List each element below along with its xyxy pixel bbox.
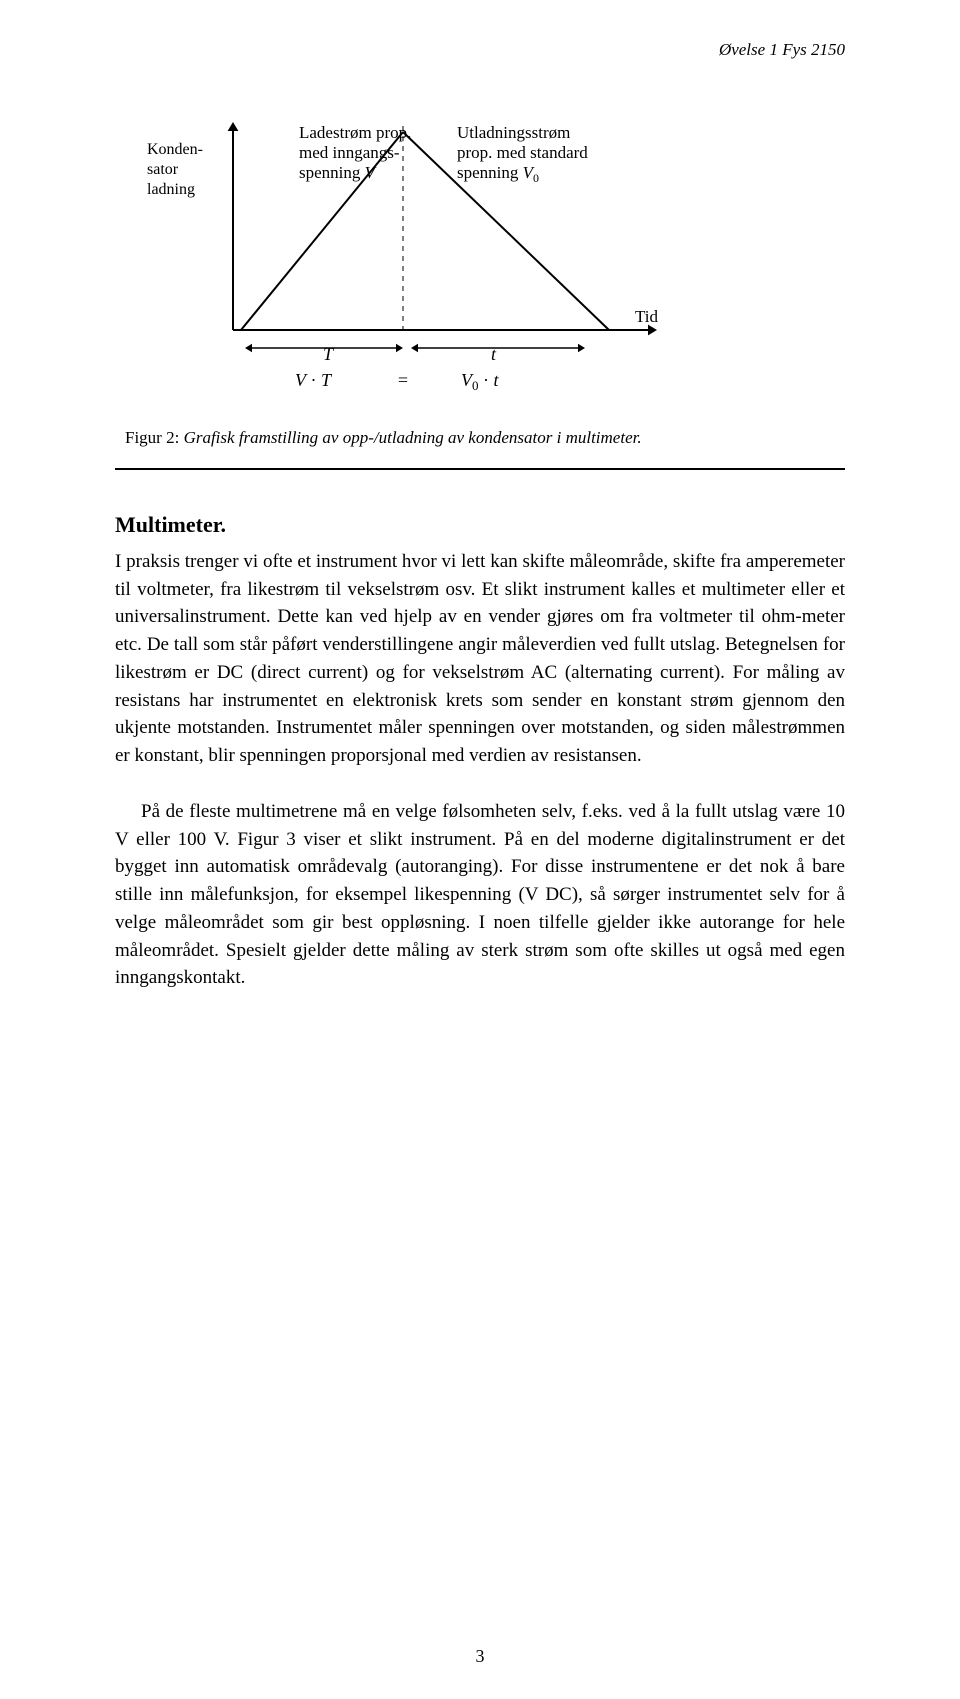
svg-text:Ladestrøm prop.: Ladestrøm prop. (299, 123, 411, 142)
section-title: Multimeter. (115, 512, 845, 538)
svg-text:V · T: V · T (295, 370, 333, 390)
paragraph-1: I praksis trenger vi ofte et instrument … (115, 548, 845, 770)
figure-caption-label: Figur 2: (125, 428, 179, 447)
paragraph-2-text: På de fleste multimetrene må en velge fø… (115, 801, 845, 988)
figure-svg: Konden-sator ladning Ladestrøm prop.med in… (125, 90, 705, 400)
svg-text:=: = (398, 370, 408, 390)
figure-2: Konden-sator ladning Ladestrøm prop.med in… (125, 90, 705, 400)
paragraph-2: På de fleste multimetrene må en velge fø… (115, 798, 845, 992)
svg-text:Utladningsstrøm: Utladningsstrøm (457, 123, 570, 142)
svg-text:T: T (323, 344, 335, 364)
svg-text:spenning V: spenning V (299, 163, 378, 182)
svg-text:prop. med standard: prop. med standard (457, 143, 588, 162)
svg-text:spenning V0: spenning V0 (457, 163, 539, 185)
svg-text:Tid: Tid (635, 307, 659, 326)
page: Øvelse 1 Fys 2150 Konden-sator ladning Lad… (0, 0, 960, 1699)
svg-text:sator: sator (147, 161, 179, 178)
page-number: 3 (0, 1646, 960, 1667)
section-divider (115, 468, 845, 470)
svg-text:med inngangs-: med inngangs- (299, 143, 400, 162)
figure-caption-text: Grafisk framstilling av opp-/utladning a… (184, 428, 642, 447)
svg-text:ladning: ladning (147, 181, 195, 198)
figure-caption: Figur 2: Grafisk framstilling av opp-/ut… (125, 428, 845, 448)
running-head: Øvelse 1 Fys 2150 (115, 40, 845, 60)
svg-text:V0 · t: V0 · t (461, 370, 500, 393)
svg-text:Konden-: Konden- (147, 141, 203, 158)
svg-text:t: t (491, 344, 497, 364)
